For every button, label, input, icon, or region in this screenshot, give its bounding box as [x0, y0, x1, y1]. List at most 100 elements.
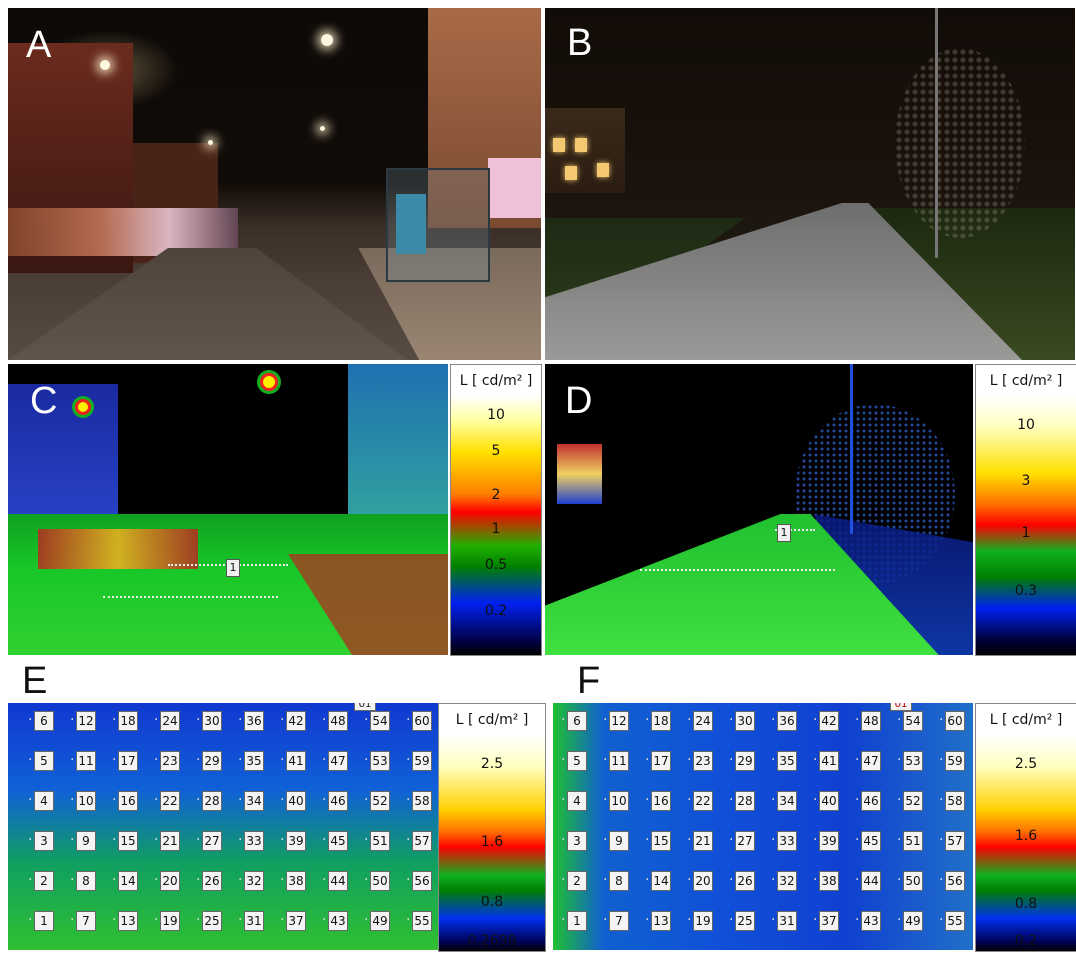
grid-point-label: 17: [112, 751, 138, 771]
grid-point-label: 56: [939, 871, 965, 891]
grid-point-label: 58: [406, 791, 432, 811]
grid-point-label: 28: [729, 791, 755, 811]
photo-b: B: [545, 8, 1075, 360]
bare-tree: [895, 48, 1025, 238]
grid-point-label: 11: [603, 751, 629, 771]
grid-point-label: 22: [687, 791, 713, 811]
measurement-line: [775, 529, 815, 531]
grid-point-label: 5: [561, 751, 587, 771]
grid-point-label: 4: [561, 791, 587, 811]
false-color-c: 1 C: [8, 364, 448, 655]
bus-stop: [386, 168, 490, 282]
scale-tick: 0.8: [480, 894, 504, 910]
grid-point-label: 39: [813, 831, 839, 851]
grid-point-label: 32: [771, 871, 797, 891]
grid-point-label: 44: [322, 871, 348, 891]
grid-point-label: 30: [729, 711, 755, 731]
grid-point-label: 30: [196, 711, 222, 731]
grid-point-label: 4: [28, 791, 54, 811]
grid-point-label: 9: [603, 831, 629, 851]
grid-point-label: 24: [687, 711, 713, 731]
scale-tick: 0.2: [1014, 933, 1038, 949]
grid-point-label: 51: [364, 831, 390, 851]
grid-point-label: 60: [406, 711, 432, 731]
grid-point-label: 51: [897, 831, 923, 851]
grid-point-label: 31: [238, 911, 264, 931]
grid-point-label: 33: [238, 831, 264, 851]
photo-a: A: [8, 8, 541, 360]
grid-point-label: 19: [687, 911, 713, 931]
grid-point-label: 39: [280, 831, 306, 851]
grid-point-label: 46: [322, 791, 348, 811]
scale-tick: 1.6: [1014, 828, 1038, 844]
grid-point-label: 6: [28, 711, 54, 731]
street-lamp: [208, 140, 213, 145]
luminance-grid-e: 01 6121824303642485460511172329354147535…: [8, 703, 438, 950]
measurement-point: 1: [777, 524, 791, 542]
grid-point-label: 50: [897, 871, 923, 891]
lit-window: [553, 138, 565, 152]
grid-point-label: 6: [561, 711, 587, 731]
grid-point-label: 54: [897, 711, 923, 731]
grid-point-label: 9: [70, 831, 96, 851]
false-color-d: 1 D: [545, 364, 973, 655]
scale-d: L [ cd/m² ] 10 3 1 0.3: [975, 364, 1076, 656]
grid-point-label: 46: [855, 791, 881, 811]
grid-point-label: 49: [897, 911, 923, 931]
grid-top-marker: 01: [354, 703, 376, 711]
grid-point-label: 40: [813, 791, 839, 811]
grid-point-label: 5: [28, 751, 54, 771]
grid-point-label: 23: [154, 751, 180, 771]
measurement-line: [103, 596, 278, 598]
grid-point-label: 7: [603, 911, 629, 931]
grid-point-label: 18: [112, 711, 138, 731]
grid-point-label: 38: [813, 871, 839, 891]
scale-title: L [ cd/m² ]: [989, 712, 1063, 728]
scale-e: L [ cd/m² ] 2.5 1.6 0.8 0.2698: [438, 703, 546, 952]
grid-point-label: 14: [112, 871, 138, 891]
street-lamp: [100, 60, 110, 70]
grid-point-label: 59: [406, 751, 432, 771]
grid-point-label: 43: [855, 911, 881, 931]
grid-point-label: 38: [280, 871, 306, 891]
grid-point-label: 18: [645, 711, 671, 731]
grid-point-label: 25: [729, 911, 755, 931]
grid-point-label: 56: [406, 871, 432, 891]
grid-point-label: 59: [939, 751, 965, 771]
grid-point-label: 47: [322, 751, 348, 771]
scale-tick: 1.6: [480, 834, 504, 850]
grid-point-label: 27: [729, 831, 755, 851]
panel-label-f: F: [577, 660, 601, 702]
scale-tick: 2.5: [480, 756, 504, 772]
grid-point-label: 55: [406, 911, 432, 931]
grid-point-label: 12: [603, 711, 629, 731]
lamp-hotspot: [78, 402, 88, 412]
grid-point-label: 10: [70, 791, 96, 811]
lit-window: [575, 138, 587, 152]
scale-tick: 0.8: [1014, 896, 1038, 912]
scale-title: L [ cd/m² ]: [459, 373, 533, 389]
luminance-grid-f: 01 6121824303642485460511172329354147535…: [553, 703, 973, 950]
building-right: [348, 364, 448, 514]
street-lamp: [321, 34, 333, 46]
scale-tick: 0.3: [1014, 583, 1038, 599]
grid-point-label: 15: [645, 831, 671, 851]
grid-point-label: 36: [238, 711, 264, 731]
grid-point-label: 42: [280, 711, 306, 731]
grid-point-label: 41: [280, 751, 306, 771]
grid-point-label: 34: [238, 791, 264, 811]
grid-point-label: 47: [855, 751, 881, 771]
scale-tick: 10: [1017, 417, 1035, 433]
scale-tick: 1: [1021, 525, 1031, 541]
grid-point-label: 26: [729, 871, 755, 891]
grid-point-label: 40: [280, 791, 306, 811]
grid-point-label: 45: [322, 831, 348, 851]
house: [545, 108, 625, 193]
grid-point-label: 19: [154, 911, 180, 931]
grid-point-label: 20: [687, 871, 713, 891]
grid-point-label: 43: [322, 911, 348, 931]
panel-label-c: C: [30, 380, 58, 422]
grid-point-label: 36: [771, 711, 797, 731]
grid-point-label: 60: [939, 711, 965, 731]
lamp-hotspot: [263, 376, 275, 388]
